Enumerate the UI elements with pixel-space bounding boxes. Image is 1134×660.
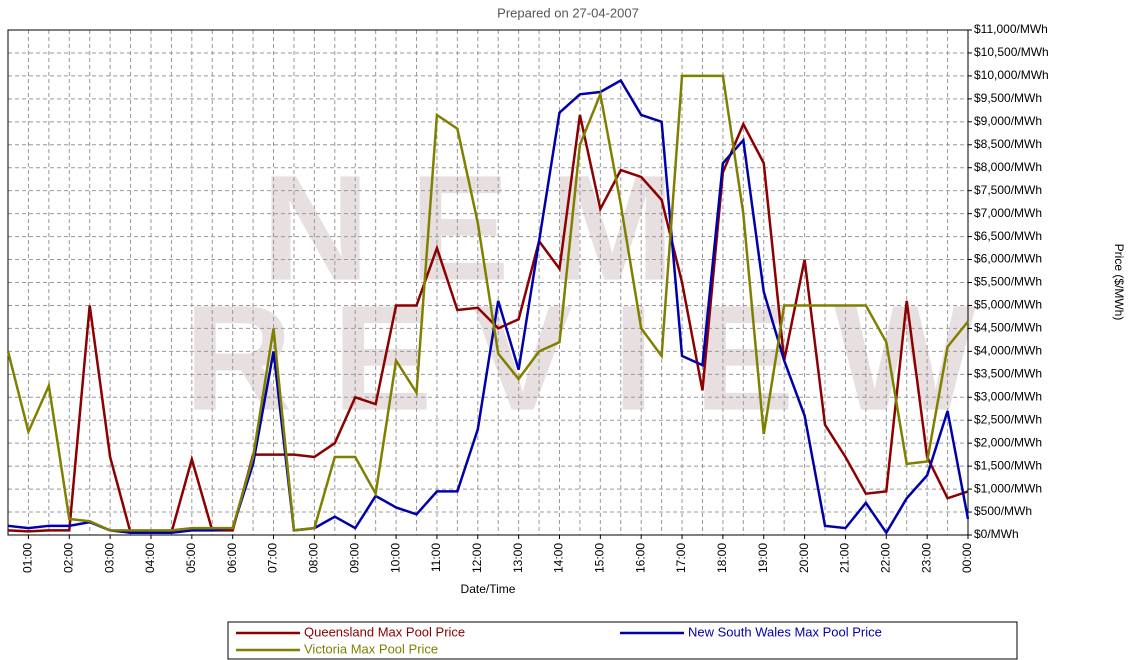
watermark: NEM bbox=[261, 144, 714, 312]
plot-border bbox=[7, 29, 969, 536]
x-tick-label: 14:00 bbox=[552, 543, 566, 573]
x-tick-label: 16:00 bbox=[633, 543, 647, 573]
y-tick-label: $3,500/MWh bbox=[974, 366, 1042, 380]
x-tick-label: 15:00 bbox=[593, 543, 607, 573]
legend-label: New South Wales Max Pool Price bbox=[688, 624, 882, 639]
legend-box bbox=[227, 621, 1018, 660]
x-tick-label: 04:00 bbox=[143, 543, 157, 573]
y-tick-label: $9,000/MWh bbox=[974, 114, 1042, 128]
chart-title: Prepared on 27-04-2007 bbox=[497, 5, 639, 20]
x-tick-label: 13:00 bbox=[511, 543, 525, 573]
x-tick-label: 18:00 bbox=[715, 543, 729, 573]
y-tick-label: $2,000/MWh bbox=[974, 435, 1042, 449]
y-tick-label: $8,000/MWh bbox=[974, 160, 1042, 174]
x-tick-label: 23:00 bbox=[919, 543, 933, 573]
x-tick-label: 05:00 bbox=[184, 543, 198, 573]
y-tick-label: $7,000/MWh bbox=[974, 206, 1042, 220]
y-tick-label: $10,500/MWh bbox=[974, 45, 1049, 59]
x-tick-label: 17:00 bbox=[674, 543, 688, 573]
series-line bbox=[6, 74, 969, 532]
y-tick-label: $8,500/MWh bbox=[974, 137, 1042, 151]
y-tick-label: $1,500/MWh bbox=[974, 458, 1042, 472]
y-tick-label: $2,500/MWh bbox=[974, 412, 1042, 426]
x-tick-label: 03:00 bbox=[102, 543, 116, 573]
x-tick-label: 00:00 bbox=[960, 543, 974, 573]
x-tick-label: 01:00 bbox=[21, 543, 35, 573]
y-tick-label: $5,500/MWh bbox=[974, 275, 1042, 289]
x-tick-label: 02:00 bbox=[61, 543, 75, 573]
x-tick-label: 07:00 bbox=[266, 543, 280, 573]
x-tick-label: 12:00 bbox=[470, 543, 484, 573]
watermark: REVIEW bbox=[184, 274, 1016, 442]
y-tick-label: $10,000/MWh bbox=[974, 68, 1049, 82]
y-tick-label: $500/MWh bbox=[974, 504, 1032, 518]
y-tick-label: $1,000/MWh bbox=[974, 481, 1042, 495]
y-tick-label: $5,000/MWh bbox=[974, 298, 1042, 312]
x-tick-label: 11:00 bbox=[429, 543, 443, 572]
legend-label: Queensland Max Pool Price bbox=[304, 624, 465, 639]
x-tick-label: 06:00 bbox=[225, 543, 239, 573]
y-tick-label: $3,000/MWh bbox=[974, 389, 1042, 403]
x-tick-label: 08:00 bbox=[307, 543, 321, 573]
y-tick-label: $4,000/MWh bbox=[974, 344, 1042, 358]
y-tick-label: $4,500/MWh bbox=[974, 321, 1042, 335]
x-tick-label: 21:00 bbox=[838, 543, 852, 573]
legend-label: Victoria Max Pool Price bbox=[304, 641, 438, 656]
x-tick-label: 09:00 bbox=[347, 543, 361, 573]
x-axis-label: Date/Time bbox=[461, 582, 516, 596]
x-tick-label: 10:00 bbox=[388, 543, 402, 573]
y-tick-label: $11,000/MWh bbox=[974, 22, 1048, 36]
y-axis-label: Price ($/MWh) bbox=[1112, 244, 1126, 321]
y-tick-label: $6,500/MWh bbox=[974, 229, 1042, 243]
y-tick-label: $7,500/MWh bbox=[974, 183, 1042, 197]
x-tick-label: 19:00 bbox=[756, 543, 770, 573]
series-line bbox=[7, 78, 970, 536]
x-tick-label: 22:00 bbox=[878, 543, 892, 573]
x-tick-label: 20:00 bbox=[797, 543, 811, 573]
y-tick-label: $9,500/MWh bbox=[974, 91, 1042, 105]
y-tick-label: $6,000/MWh bbox=[974, 252, 1042, 266]
y-tick-label: $0/MWh bbox=[974, 527, 1019, 541]
